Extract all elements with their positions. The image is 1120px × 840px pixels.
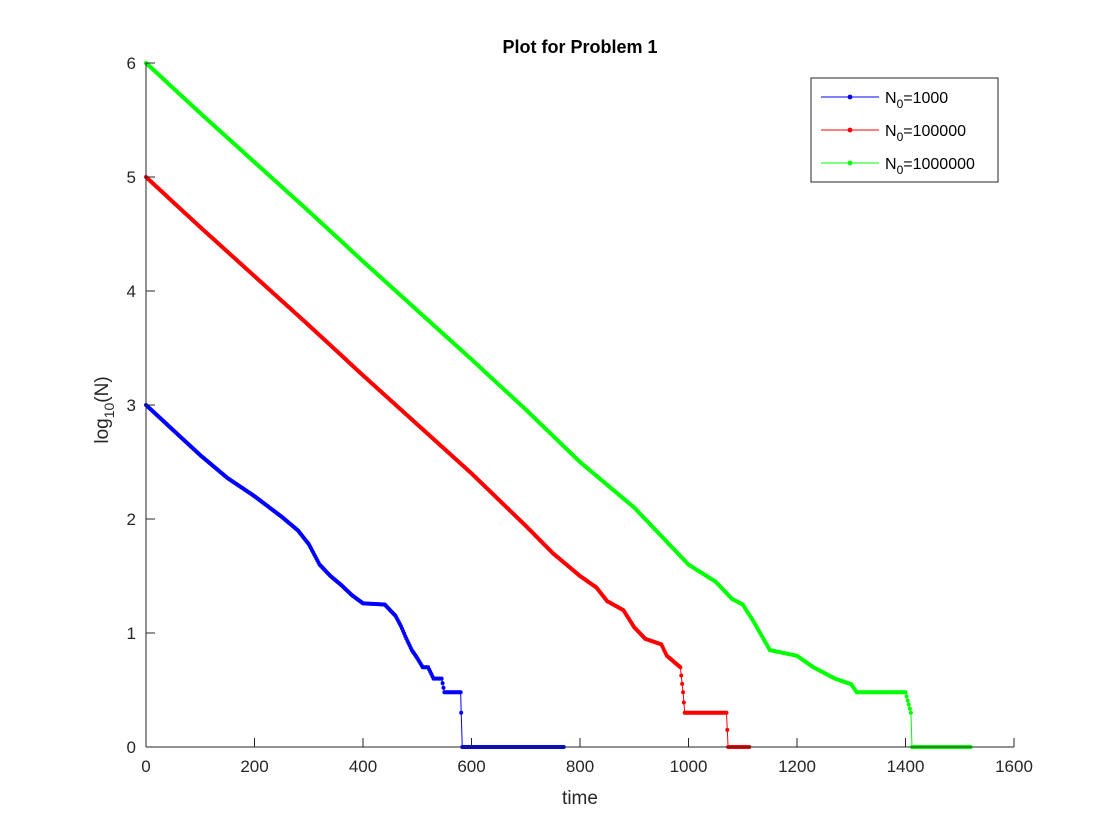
y-axis-title: log10(N) <box>92 376 117 443</box>
data-point <box>441 685 446 690</box>
legend-item: N0=100000 <box>821 123 966 144</box>
legend-label-rest: =1000 <box>903 90 948 107</box>
x-tick-label: 200 <box>240 757 268 776</box>
x-tick-label: 1600 <box>995 757 1033 776</box>
y-axis-title-sub: 10 <box>101 403 117 419</box>
y-tick-label: 4 <box>127 282 136 301</box>
series-3 <box>144 61 973 749</box>
data-point <box>439 676 444 681</box>
legend-swatch-marker <box>847 160 853 166</box>
y-tick-label: 2 <box>127 510 136 529</box>
data-point <box>680 681 685 686</box>
y-tick-label: 5 <box>127 168 136 187</box>
data-point <box>905 698 910 703</box>
legend-swatch-marker <box>847 127 853 133</box>
legend-label-sub: 0 <box>897 163 904 177</box>
data-point <box>681 690 686 695</box>
data-point <box>907 706 912 711</box>
x-tick-label: 1400 <box>887 757 925 776</box>
legend-label-rest: =100000 <box>903 123 966 140</box>
legend-label: N0=1000 <box>885 90 948 111</box>
y-tick-label: 3 <box>127 396 136 415</box>
legend-label-sub: 0 <box>897 97 904 111</box>
legend-label: N0=100000 <box>885 123 966 144</box>
plot-area <box>144 61 973 749</box>
y-tick-label: 0 <box>127 738 136 757</box>
x-tick-label: 400 <box>349 757 377 776</box>
x-tick-label: 1000 <box>670 757 708 776</box>
series-1 <box>144 403 566 749</box>
data-point <box>725 727 730 732</box>
legend-label: N0=1000000 <box>885 156 975 177</box>
legend-label-main: N <box>885 90 897 107</box>
series-2 <box>144 175 752 749</box>
legend-swatch-marker <box>847 94 853 100</box>
data-point <box>904 694 909 699</box>
legend-item: N0=1000 <box>821 90 948 111</box>
data-point <box>681 700 686 705</box>
y-tick-label: 1 <box>127 624 136 643</box>
axes: 0 200 400 600 800 1000 1200 1400 1600 0 1 2 3 4 5 6 <box>127 54 1033 776</box>
data-point <box>906 702 911 707</box>
data-point <box>459 710 464 715</box>
legend-label-main: N <box>885 123 897 140</box>
x-tick-label: 0 <box>141 757 150 776</box>
y-tick-label: 6 <box>127 54 136 73</box>
legend-item: N0=1000000 <box>821 156 975 177</box>
legend-label-rest: =1000000 <box>903 156 975 173</box>
data-point <box>440 681 445 686</box>
x-axis-title: time <box>562 788 598 809</box>
data-point <box>458 690 463 695</box>
y-axis-title-rest: (N) <box>92 376 113 402</box>
data-point <box>903 690 908 695</box>
legend-label-sub: 0 <box>897 130 904 144</box>
data-point <box>724 710 729 715</box>
data-point <box>678 665 683 670</box>
data-point <box>679 673 684 678</box>
legend-label-main: N <box>885 156 897 173</box>
y-axis-title-base: log <box>92 418 113 443</box>
x-tick-label: 800 <box>566 757 594 776</box>
data-point <box>908 710 913 715</box>
x-tick-label: 1200 <box>778 757 816 776</box>
chart-title: Plot for Problem 1 <box>502 37 657 57</box>
x-tick-label: 600 <box>457 757 485 776</box>
